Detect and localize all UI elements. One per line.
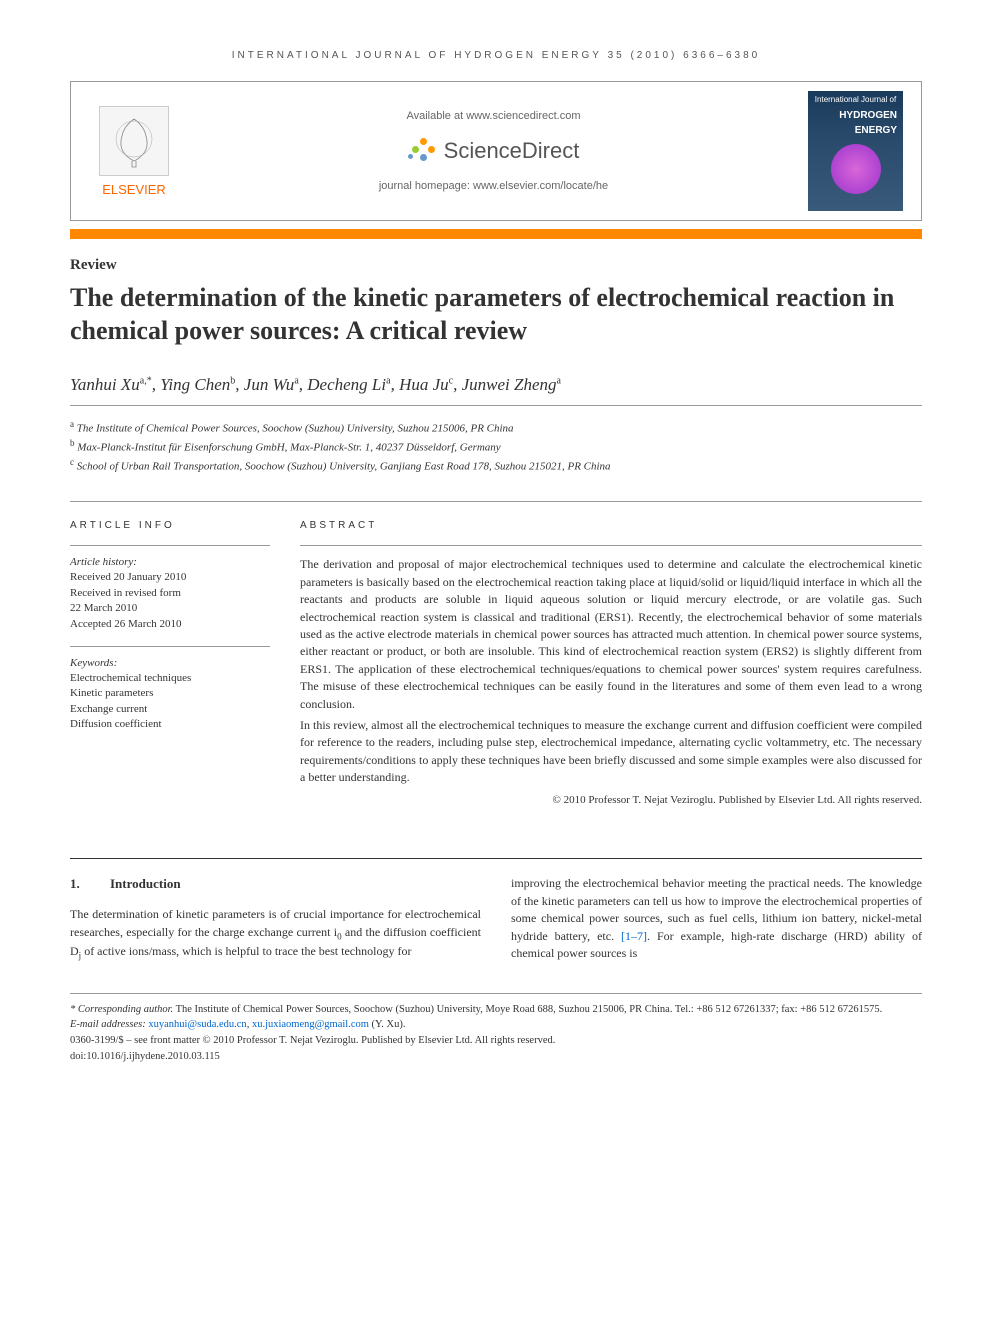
keywords-label: Keywords:: [70, 657, 270, 669]
reference-link-1-7[interactable]: [1–7]: [621, 929, 647, 943]
article-history-block: Article history: Received 20 January 201…: [70, 545, 270, 632]
journal-citation-header: INTERNATIONAL JOURNAL OF HYDROGEN ENERGY…: [70, 50, 922, 61]
corresponding-author: * Corresponding author. The Institute of…: [70, 1002, 922, 1018]
elsevier-name: ELSEVIER: [89, 182, 179, 197]
header-center: Available at www.sciencedirect.com Scien…: [179, 110, 808, 192]
abstract-heading: ABSTRACT: [300, 520, 922, 531]
author-1: Yanhui Xu: [70, 375, 140, 394]
publisher-header-box: ELSEVIER Available at www.sciencedirect.…: [70, 81, 922, 221]
affiliation-b: b Max-Planck-Institut für Eisenforschung…: [70, 437, 922, 456]
sciencedirect-text: ScienceDirect: [444, 138, 580, 164]
corr-label: * Corresponding author.: [70, 1004, 173, 1015]
doi-line: doi:10.1016/j.ijhydene.2010.03.115: [70, 1049, 922, 1065]
cover-energy: ENERGY: [808, 123, 903, 138]
author-1-affil: a,*: [140, 375, 152, 386]
journal-homepage-text: journal homepage: www.elsevier.com/locat…: [179, 180, 808, 192]
email-label: E-mail addresses:: [70, 1019, 148, 1030]
author-6-affil: a: [557, 375, 561, 386]
author-list: Yanhui Xua,*, Ying Chenb, Jun Wua, Deche…: [70, 375, 922, 406]
corr-text: The Institute of Chemical Power Sources,…: [173, 1004, 882, 1015]
page-footer: * Corresponding author. The Institute of…: [70, 993, 922, 1065]
abstract-copyright: © 2010 Professor T. Nejat Veziroglu. Pub…: [300, 793, 922, 809]
available-text: Available at www.sciencedirect.com: [179, 110, 808, 122]
abstract-paragraph-2: In this review, almost all the electroch…: [300, 717, 922, 787]
email-link-1[interactable]: xuyanhui@suda.edu.cn: [148, 1019, 246, 1030]
issn-line: 0360-3199/$ – see front matter © 2010 Pr…: [70, 1033, 922, 1049]
sciencedirect-logo: ScienceDirect: [179, 136, 808, 166]
journal-cover-thumbnail: International Journal of HYDROGEN ENERGY: [808, 91, 903, 211]
author-3-affil: a: [294, 375, 298, 386]
keyword-1: Electrochemical techniques: [70, 671, 270, 686]
author-6: Junwei Zheng: [462, 375, 557, 394]
keyword-2: Kinetic parameters: [70, 686, 270, 701]
elsevier-logo: ELSEVIER: [89, 106, 179, 197]
cover-subtitle: International Journal of: [808, 91, 903, 108]
cover-graphic-icon: [831, 144, 881, 194]
keyword-3: Exchange current: [70, 702, 270, 717]
body-two-column: 1.Introduction The determination of kine…: [70, 858, 922, 962]
author-3: Jun Wu: [244, 375, 295, 394]
right-column: improving the electrochemical behavior m…: [511, 875, 922, 962]
received-date: Received 20 January 2010: [70, 570, 270, 585]
section-1-heading: 1.Introduction: [70, 875, 481, 894]
author-2-affil: b: [230, 375, 235, 386]
author-2: Ying Chen: [160, 375, 230, 394]
intro-paragraph-right: improving the electrochemical behavior m…: [511, 875, 922, 962]
affiliation-c: c School of Urban Rail Transportation, S…: [70, 456, 922, 475]
article-type: Review: [70, 257, 922, 274]
article-info-heading: ARTICLE INFO: [70, 520, 270, 531]
intro-paragraph-left: The determination of kinetic parameters …: [70, 906, 481, 962]
sciencedirect-dots-icon: [408, 136, 438, 166]
author-4: Decheng Li: [307, 375, 386, 394]
abstract-text: The derivation and proposal of major ele…: [300, 545, 922, 808]
cover-hydrogen: HYDROGEN: [808, 108, 903, 123]
article-info-sidebar: ARTICLE INFO Article history: Received 2…: [70, 520, 270, 808]
author-4-affil: a: [386, 375, 390, 386]
email-link-2[interactable]: xu.juxiaomeng@gmail.com: [252, 1019, 369, 1030]
accepted-date: Accepted 26 March 2010: [70, 617, 270, 632]
section-1-title: Introduction: [110, 876, 181, 891]
affiliations: a The Institute of Chemical Power Source…: [70, 418, 922, 475]
orange-divider-bar: [70, 229, 922, 239]
abstract-paragraph-1: The derivation and proposal of major ele…: [300, 556, 922, 713]
revised-line2: 22 March 2010: [70, 601, 270, 616]
email-line: E-mail addresses: xuyanhui@suda.edu.cn, …: [70, 1017, 922, 1033]
section-1-number: 1.: [70, 875, 110, 894]
keyword-4: Diffusion coefficient: [70, 717, 270, 732]
email-suffix: (Y. Xu).: [369, 1019, 406, 1030]
elsevier-tree-icon: [99, 106, 169, 176]
article-title: The determination of the kinetic paramet…: [70, 282, 922, 347]
revised-line1: Received in revised form: [70, 586, 270, 601]
left-column: 1.Introduction The determination of kine…: [70, 875, 481, 962]
author-5-affil: c: [449, 375, 453, 386]
info-abstract-row: ARTICLE INFO Article history: Received 2…: [70, 501, 922, 808]
author-5: Hua Ju: [399, 375, 449, 394]
keywords-block: Keywords: Electrochemical techniques Kin…: [70, 646, 270, 733]
history-label: Article history:: [70, 556, 270, 568]
abstract-section: ABSTRACT The derivation and proposal of …: [300, 520, 922, 808]
affiliation-a: a The Institute of Chemical Power Source…: [70, 418, 922, 437]
